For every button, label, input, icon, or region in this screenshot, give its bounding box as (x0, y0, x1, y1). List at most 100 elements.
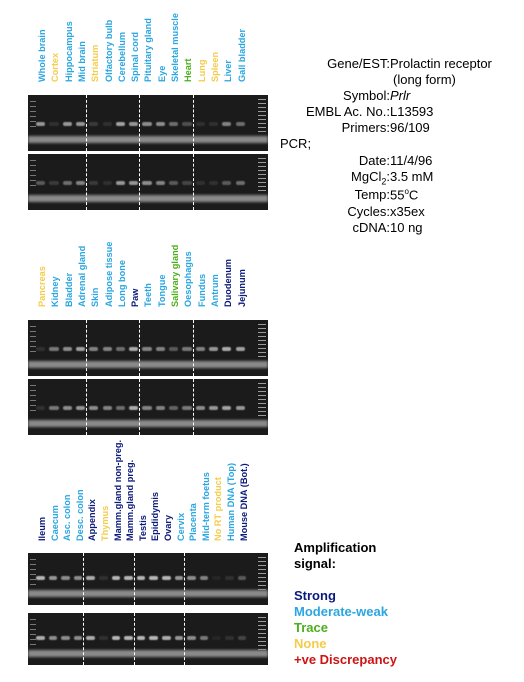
gel-band (235, 181, 245, 185)
gel-band (49, 122, 59, 126)
lane-divider (86, 379, 88, 435)
legend-item: Moderate-weak (294, 604, 388, 619)
gel-band (182, 122, 192, 126)
gel-band (149, 636, 158, 640)
lane-label-text: Salivary gland (170, 244, 180, 307)
gel-band (36, 347, 46, 351)
ladder-right (258, 557, 266, 601)
lane-label-text: Fundus (196, 273, 207, 307)
gel-band (115, 347, 126, 351)
gel-image-top (28, 553, 268, 605)
cdna-key: cDNA: (352, 220, 390, 235)
gel-band (169, 347, 179, 351)
gel-band (136, 576, 146, 580)
lane-label-text: Pancreas (37, 266, 47, 307)
lane-label: Pancreas (34, 231, 48, 317)
lane-label-text: Eye (156, 65, 167, 82)
lane-divider (184, 553, 186, 605)
lane-label: Oesophagus (180, 231, 194, 317)
lane-label: Heart (180, 6, 194, 92)
ladder-left (30, 160, 36, 204)
lane-label-text: Kidney (50, 276, 61, 307)
ladder-left (30, 559, 36, 599)
gel-band (142, 122, 152, 126)
lane-label: Tongue (154, 231, 168, 317)
lane-label-text: No RT product (213, 477, 224, 541)
gel-band (155, 181, 165, 185)
legend-item: Strong (294, 588, 336, 603)
lane-label-text: Adrenal gland (76, 245, 87, 307)
ladder-right (258, 383, 266, 431)
lane-label-text: Cerebellum (116, 31, 127, 82)
lane-label: Antrum (207, 231, 221, 317)
gel-band (149, 576, 158, 580)
lane-divider (83, 553, 85, 605)
gene-value-cont: (long form) (393, 72, 456, 87)
date-key: Date: (358, 153, 390, 168)
lane-divider (86, 320, 88, 376)
lane-divider (86, 154, 88, 210)
gel-band (102, 347, 112, 351)
gel-band (182, 406, 192, 410)
lane-label: Eye (154, 6, 168, 92)
gel-band (75, 406, 86, 410)
gel-band (222, 406, 232, 410)
gel-band (155, 122, 165, 126)
lane-divider (139, 320, 141, 376)
lane-label: Olfactory bulb (101, 6, 115, 92)
lane-label-text: Mid brain (76, 41, 87, 82)
temp-value: 55oC (390, 187, 419, 203)
lane-label-text: Oesophagus (183, 251, 194, 307)
gel-band (124, 636, 133, 640)
embl-key: EMBL Ac. No.: (305, 104, 390, 119)
gel-band (111, 576, 121, 580)
lane-label-text: Skeletal muscle (170, 13, 180, 82)
lane-label-text: Skin (90, 287, 101, 307)
gel-band (62, 406, 72, 410)
lane-label: Hippocampus (61, 6, 75, 92)
mgcl-value: 3.5 mM (390, 169, 434, 184)
lane-label-text: Mid-term foetus (200, 472, 211, 541)
lane-label-text: Antrum (209, 274, 220, 307)
gel-band (49, 181, 59, 185)
ladder-left (30, 385, 36, 429)
gel-band (89, 406, 99, 410)
lane-label: Adrenal gland (74, 231, 88, 317)
gel-band (187, 576, 196, 580)
gene-value: Prolactin receptor (390, 56, 492, 71)
lane-label: Bladder (61, 231, 75, 317)
primer-band-row (28, 361, 268, 368)
lane-label: Lung (194, 6, 208, 92)
lane-label-text: Mamm.gland preg. (125, 459, 136, 541)
legend-item: None (294, 636, 327, 651)
gel-band (75, 347, 86, 351)
signal-legend: Amplification signal: Strong Moderate-wea… (294, 540, 397, 668)
gel-band (75, 181, 86, 185)
gel-band (195, 406, 205, 410)
lane-label-text: Adipose tissue (103, 241, 114, 307)
lane-divider (139, 95, 141, 151)
gel-band (162, 576, 171, 580)
gel-band (142, 181, 152, 185)
mgcl-key: MgCl2: (351, 169, 390, 187)
temp-key: Temp: (354, 187, 390, 202)
lane-divider (192, 154, 194, 210)
gel-band (182, 181, 192, 185)
embl-value: L13593 (390, 104, 434, 119)
lane-label-text: Appendix (87, 499, 98, 541)
primer-band-row (28, 136, 268, 143)
gel-band (222, 181, 232, 185)
gel-band (48, 636, 58, 640)
lane-label-text: Jejunum (236, 269, 247, 307)
gel-band (99, 576, 108, 580)
primer-band-row (28, 590, 268, 597)
ladder-right (258, 99, 266, 147)
lane-label-text: Spleen (209, 51, 220, 82)
gel-band (73, 636, 83, 640)
lane-label: Pituitary gland (140, 6, 154, 92)
gel-band (155, 406, 165, 410)
lane-label-text: Mouse DNA (Bot.) (238, 463, 249, 541)
lane-label-text: Testis (137, 515, 148, 541)
gel-band (36, 636, 45, 640)
lane-labels: Whole brain Cortex Hippocampus Mid brain Str… (28, 6, 268, 92)
